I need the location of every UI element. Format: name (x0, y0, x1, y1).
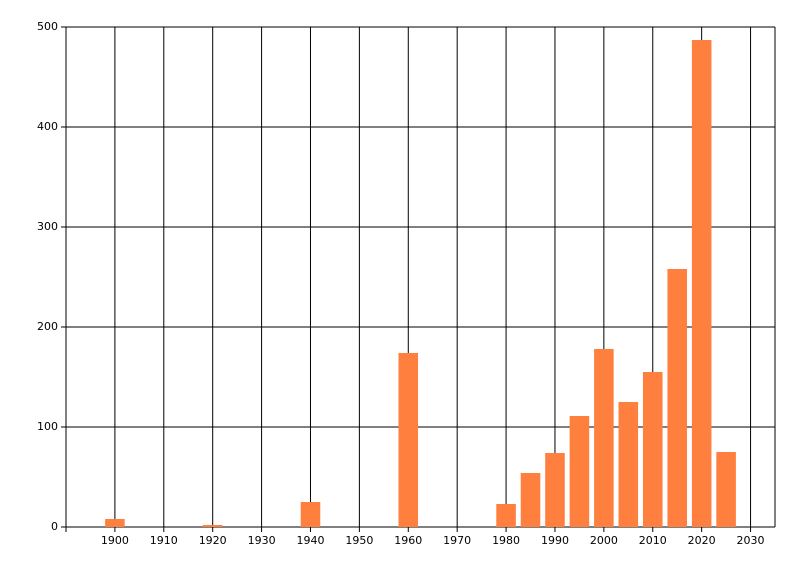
bar (618, 402, 639, 527)
bar (202, 525, 223, 527)
y-tick-label: 0 (51, 520, 58, 533)
bar (642, 372, 663, 527)
x-tick-label: 1970 (443, 534, 471, 547)
x-tick-label: 1910 (150, 534, 178, 547)
x-tick-label: 1900 (101, 534, 129, 547)
bar (545, 453, 565, 527)
x-tick-label: 1920 (199, 534, 227, 547)
y-tick-label: 400 (37, 120, 58, 133)
bar (716, 452, 736, 527)
bar (667, 269, 687, 527)
x-tick-label: 1980 (492, 534, 520, 547)
bar (105, 519, 125, 527)
y-tick-label: 300 (37, 220, 58, 233)
y-tick-label: 200 (37, 320, 58, 333)
x-tick-label: 1960 (394, 534, 422, 547)
bar (691, 40, 712, 527)
x-tick-label: 2000 (590, 534, 618, 547)
x-tick-label: 2020 (688, 534, 716, 547)
x-tick-label: 1990 (541, 534, 569, 547)
x-tick-label: 1950 (345, 534, 373, 547)
x-tick-label: 2030 (737, 534, 765, 547)
y-tick-label: 500 (37, 20, 58, 33)
bar (496, 504, 516, 527)
bar (594, 349, 614, 527)
bar (398, 353, 419, 527)
x-tick-label: 2010 (639, 534, 667, 547)
bar (569, 416, 590, 527)
bar (520, 473, 541, 527)
y-tick-label: 100 (37, 420, 58, 433)
x-tick-label: 1930 (248, 534, 276, 547)
x-tick-label: 1940 (296, 534, 324, 547)
bar (300, 502, 321, 527)
